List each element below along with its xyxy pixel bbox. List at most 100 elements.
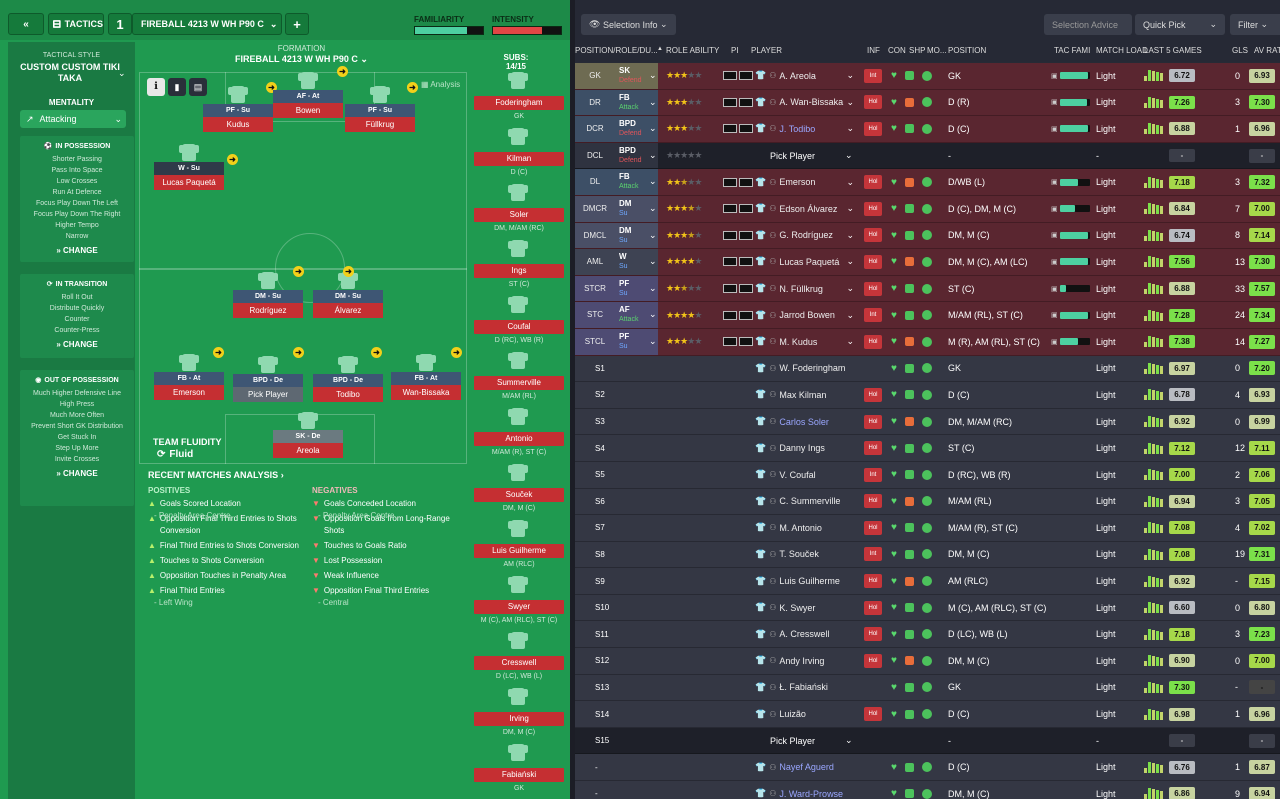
col-morale[interactable]: MO...	[927, 46, 947, 55]
sub-player-name[interactable]: Irving	[474, 712, 564, 726]
col-tactical-familiarity[interactable]: TAC FAMI	[1054, 46, 1091, 55]
back-button[interactable]: «	[8, 13, 44, 35]
quick-pick-button[interactable]: Quick Pick ⌄	[1135, 14, 1225, 35]
table-row[interactable]: DR FB Attack ⌄ ★ ★ ★ ★ ★ 👕 ⚇ A. Wan-Bissaka ⌄ Hol ♥ D (…	[575, 89, 1280, 117]
player-slot[interactable]: AF - At Bowen	[273, 90, 343, 118]
table-row[interactable]: DMCL DM Su ⌄ ★ ★ ★ ★ ★ 👕 ⚇ G. Rodríguez ⌄ Hol ♥ DM, M (…	[575, 222, 1280, 250]
col-position[interactable]: POSITION	[948, 46, 987, 55]
col-con[interactable]: CON	[888, 46, 906, 55]
player-cell[interactable]: 👕 ⚇ J. Ward-Prowse	[755, 781, 860, 799]
col-shp[interactable]: SHP	[909, 46, 926, 55]
player-instructions[interactable]	[723, 249, 753, 275]
sub-slot[interactable]: Luis Guilherme AM (RLC)	[474, 544, 564, 569]
bar-chart-icon[interactable]: ▮	[168, 78, 186, 96]
col-average-rating[interactable]: AV RAT	[1254, 46, 1280, 55]
table-row[interactable]: S14 👕 ⚇ Luizão Hol ♥ D (C) Light 6.98 1 6.96	[575, 701, 1280, 728]
player-cell[interactable]: 👕 ⚇ G. Rodríguez ⌄	[755, 223, 860, 249]
table-row[interactable]: S12 👕 ⚇ Andy Irving Hol ♥ DM, M (C) Light 6.90 0 7…	[575, 648, 1280, 675]
player-cell[interactable]: 👕 ⚇ Max Kilman	[755, 382, 860, 408]
player-name[interactable]: Nayef Aguerd	[779, 762, 834, 773]
table-row[interactable]: STCL PF Su ⌄ ★ ★ ★ ★ ★ 👕 ⚇ M. Kudus ⌄ Hol ♥ M (R), AM (…	[575, 328, 1280, 356]
player-name[interactable]: A. Wan-Bissaka	[779, 97, 844, 108]
chevron-down-icon[interactable]: ⌄	[846, 336, 854, 347]
player-cell[interactable]: 👕 ⚇ Carlos Soler	[755, 409, 860, 435]
table-row[interactable]: S13 👕 ⚇ Ł. Fabiański ♥ GK Light 7.30 - -	[575, 674, 1280, 702]
position-role-cell[interactable]: DMCL DM Su ⌄	[575, 222, 658, 249]
table-row[interactable]: S4 👕 ⚇ Danny Ings Hol ♥ ST (C) Light 7.12 12 7.11	[575, 435, 1280, 462]
player-name[interactable]: M. Kudus	[779, 336, 818, 347]
analysis-button[interactable]: ▦ Analysis	[421, 80, 460, 89]
player-instructions[interactable]	[723, 223, 753, 249]
sub-slot[interactable]: Kilman D (C)	[474, 152, 564, 177]
chevron-down-icon[interactable]: ⌄	[649, 202, 657, 213]
player-name[interactable]: Carlos Soler	[779, 416, 829, 427]
selection-info-dropdown[interactable]: 👁 Selection Info ⌄	[581, 14, 676, 35]
player-cell[interactable]: 👕 ⚇ A. Wan-Bissaka ⌄	[755, 90, 860, 116]
pick-player-slot[interactable]: Pick Player	[233, 387, 303, 402]
chevron-down-icon[interactable]: ⌄	[649, 176, 657, 187]
col-position-role[interactable]: POSITION/ROLE/DU...	[575, 46, 658, 55]
pick-player-dropdown[interactable]: Pick Player ⌄	[770, 143, 853, 169]
player-cell[interactable]: 👕 ⚇ Ł. Fabiański	[755, 675, 860, 701]
change-out-of-possession-button[interactable]: » CHANGE	[20, 469, 134, 478]
player-instructions[interactable]	[723, 116, 753, 142]
player-instructions[interactable]	[723, 63, 753, 89]
player-cell[interactable]: 👕 ⚇ Andy Irving	[755, 648, 860, 674]
player-name[interactable]: Lucas Paquetá	[779, 256, 840, 267]
chevron-down-icon[interactable]: ⌄	[649, 123, 657, 134]
sub-slot[interactable]: Souček DM, M (C)	[474, 488, 564, 513]
chevron-down-icon[interactable]: ⌄	[846, 96, 854, 107]
player-slot[interactable]: BPD - De Pick Player	[233, 374, 303, 402]
sub-player-name[interactable]: Foderingham	[474, 96, 564, 110]
player-name[interactable]: Jarrod Bowen	[779, 310, 835, 321]
player-name[interactable]: Emerson	[779, 177, 816, 188]
player-instructions[interactable]	[723, 169, 753, 195]
sub-player-name[interactable]: Ings	[474, 264, 564, 278]
player-cell[interactable]: 👕 ⚇ M. Antonio	[755, 515, 860, 541]
col-goals[interactable]: GLS	[1232, 46, 1249, 55]
player-name[interactable]: Andy Irving	[779, 655, 825, 666]
sub-slot[interactable]: Ings ST (C)	[474, 264, 564, 289]
sub-slot[interactable]: Foderingham GK	[474, 96, 564, 121]
player-slot[interactable]: FB - At Wan-Bissaka	[391, 372, 461, 400]
sub-slot[interactable]: Fabiański GK	[474, 768, 564, 793]
player-name[interactable]: A. Areola	[779, 70, 816, 81]
col-inf[interactable]: INF	[867, 46, 880, 55]
position-role-cell[interactable]: DCR BPD Defend ⌄	[575, 116, 658, 142]
chevron-down-icon[interactable]: ⌄	[118, 68, 126, 78]
player-cell[interactable]: 👕 ⚇ Emerson ⌄	[755, 169, 860, 195]
table-row[interactable]: S11 👕 ⚇ A. Cresswell Hol ♥ D (LC), WB (L) Light…	[575, 621, 1280, 649]
player-cell[interactable]: 👕 ⚇ M. Kudus ⌄	[755, 329, 860, 355]
sub-player-name[interactable]: Kilman	[474, 152, 564, 166]
player-cell[interactable]: 👕 ⚇ Nayef Aguerd	[755, 754, 860, 780]
player-name[interactable]: Ł. Fabiański	[779, 682, 828, 693]
table-row[interactable]: S3 👕 ⚇ Carlos Soler Hol ♥ DM, M/AM (RC) Light 6.…	[575, 408, 1280, 436]
table-row[interactable]: AML W Su ⌄ ★ ★ ★ ★ ★ 👕 ⚇ Lucas Paquetá ⌄ Hol ♥ DM, M (C…	[575, 249, 1280, 276]
sub-player-name[interactable]: Souček	[474, 488, 564, 502]
sub-player-name[interactable]: Luis Guilherme	[474, 544, 564, 558]
player-name[interactable]: Todibo	[313, 387, 383, 402]
table-row[interactable]: S8 👕 ⚇ T. Souček Int ♥ DM, M (C) Light 7.08 19 7.3…	[575, 541, 1280, 569]
player-name[interactable]: W. Foderingham	[779, 363, 846, 374]
player-cell[interactable]: 👕 ⚇ A. Cresswell	[755, 621, 860, 647]
sub-slot[interactable]: Summerville M/AM (RL)	[474, 376, 564, 401]
tactical-style-name[interactable]: CUSTOM CUSTOM TIKI TAKA	[20, 62, 120, 83]
player-name[interactable]: N. Füllkrug	[779, 283, 823, 294]
player-slot[interactable]: DM - Su Rodríguez	[233, 290, 303, 318]
table-row[interactable]: DL FB Attack ⌄ ★ ★ ★ ★ ★ 👕 ⚇ Emerson ⌄ Hol ♥ D/WB (L) ▣ L…	[575, 169, 1280, 196]
change-in-transition-button[interactable]: » CHANGE	[20, 340, 134, 349]
table-row[interactable]: - 👕 ⚇ J. Ward-Prowse ♥ DM, M (C) Light 6.86 9 6.9…	[575, 781, 1280, 799]
player-name[interactable]: K. Swyer	[779, 602, 816, 613]
player-cell[interactable]: 👕 ⚇ V. Coufal	[755, 462, 860, 488]
sub-player-name[interactable]: Swyer	[474, 600, 564, 614]
player-cell[interactable]: 👕 ⚇ Danny Ings	[755, 435, 860, 461]
filter-button[interactable]: Filter ⌄	[1230, 14, 1280, 35]
col-pi[interactable]: PI	[731, 46, 739, 55]
player-instructions[interactable]	[723, 302, 753, 328]
sub-slot[interactable]: Irving DM, M (C)	[474, 712, 564, 737]
table-row[interactable]: S5 👕 ⚇ V. Coufal Int ♥ D (RC), WB (R) Light 7.00…	[575, 461, 1280, 489]
player-cell[interactable]: 👕 ⚇ Lucas Paquetá ⌄	[755, 249, 860, 275]
sub-slot[interactable]: Antonio M/AM (R), ST (C)	[474, 432, 564, 457]
player-name[interactable]: Álvarez	[313, 303, 383, 318]
table-row[interactable]: S9 👕 ⚇ Luis Guilherme Hol ♥ AM (RLC) Light 6.92 -…	[575, 568, 1280, 595]
